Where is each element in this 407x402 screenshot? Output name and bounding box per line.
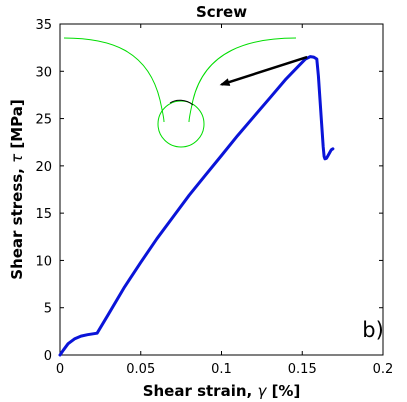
x-tick-label: 0.05 [126,362,155,377]
x-tick-label: 0.1 [211,362,232,377]
y-axis-label-symbol: τ [8,153,26,163]
series-line [58,55,335,357]
x-axis-ticks: 0 0.05 0.1 0.15 0.2 [56,24,393,377]
inset-right-arc [188,37,297,123]
inset-left-arc [63,37,165,123]
inset-bond [169,99,194,106]
y-axis-label-unit: [MPa] [8,99,26,154]
x-tick-label: 0 [56,362,64,377]
x-axis-label-symbol: γ [257,382,267,400]
y-tick-label: 25 [35,113,52,128]
y-tick-label: 20 [35,160,52,175]
y-tick-label: 35 [35,18,52,33]
x-axis-label-unit: [%] [266,382,300,400]
x-axis-label: Shear strain, γ [%] [143,382,301,400]
y-tick-label: 10 [35,254,52,269]
y-tick-label: 30 [35,65,52,80]
y-axis-label-text: Shear stress, [8,163,26,280]
x-axis-label-text: Shear strain, [143,382,258,400]
y-tick-label: 5 [44,302,52,317]
panel-label: b) [362,318,384,342]
annotation-arrow [219,55,308,86]
y-axis-ticks: 0 5 10 15 20 25 30 35 [35,18,383,364]
y-tick-label: 15 [35,207,52,222]
x-tick-label: 0.2 [373,362,394,377]
chart-title: Screw [196,3,247,21]
plot-frame [59,23,384,356]
inset-schematic [63,37,297,148]
y-axis-label: Shear stress, τ [MPa] [8,99,26,279]
y-tick-label: 0 [44,349,52,364]
x-tick-label: 0.15 [288,362,317,377]
inset-circle [157,100,205,148]
